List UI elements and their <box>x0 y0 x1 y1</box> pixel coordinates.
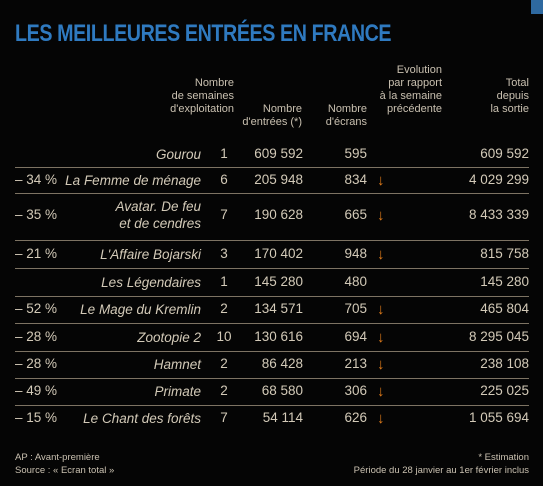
total-count: 609 592 <box>480 146 529 161</box>
entries-count: 134 571 <box>254 301 303 316</box>
film-title: La Femme de ménage <box>65 173 201 188</box>
evolution-percent: – 28 % <box>15 356 58 371</box>
weeks-count: 2 <box>220 383 228 398</box>
header-evolution: Evolution par rapport à la semaine précé… <box>379 64 442 115</box>
entries-count: 86 428 <box>261 356 303 371</box>
screens-count: 480 <box>344 274 367 289</box>
total-count: 225 025 <box>480 383 529 398</box>
table-row: Zootopie 2 10 130 616 694 ↓ – 28 % 8 295 045 <box>15 323 529 352</box>
footer-left-2: Source : « Ecran total » <box>15 465 115 476</box>
total-count: 815 758 <box>480 246 529 261</box>
screens-count: 705 <box>344 301 367 316</box>
header-weeks: Nombre de semaines d'exploitation <box>170 77 234 115</box>
weeks-count: 7 <box>220 410 228 425</box>
screens-count: 948 <box>344 246 367 261</box>
screens-count: 626 <box>344 410 367 425</box>
weeks-count: 1 <box>220 274 228 289</box>
film-title: Les Légendaires <box>101 275 201 290</box>
entries-count: 205 948 <box>254 172 303 187</box>
evolution-percent: – 15 % <box>15 410 58 425</box>
film-title: Avatar. De feu et de cendres <box>115 199 201 231</box>
table-row: Avatar. De feu et de cendres 7 190 628 665 ↓… <box>15 193 529 241</box>
table-row: Primate 2 68 580 306 ↓ – 49 % 225 025 <box>15 378 529 406</box>
weeks-count: 6 <box>220 172 228 187</box>
screens-count: 306 <box>344 383 367 398</box>
film-title: Le Mage du Kremlin <box>80 302 201 317</box>
table-row: Les Légendaires 1 145 280 480 145 280 <box>15 268 529 297</box>
total-count: 465 804 <box>480 301 529 316</box>
total-count: 8 295 045 <box>468 329 529 344</box>
footer-left-1: AP : Avant-première <box>15 452 100 463</box>
weeks-count: 3 <box>220 246 228 261</box>
weeks-count: 7 <box>220 207 228 222</box>
weeks-count: 2 <box>220 301 228 316</box>
table-row: Le Mage du Kremlin 2 134 571 705 ↓ – 52 % 465 … <box>15 296 529 324</box>
screens-count: 834 <box>344 172 367 187</box>
entries-count: 170 402 <box>254 246 303 261</box>
entries-count: 190 628 <box>254 207 303 222</box>
down-arrow-icon: ↓ <box>377 207 385 224</box>
screens-count: 595 <box>344 146 367 161</box>
evolution-percent: – 49 % <box>15 383 58 398</box>
film-title: Hamnet <box>153 357 201 372</box>
weeks-count: 1 <box>220 146 228 161</box>
weeks-count: 2 <box>220 356 228 371</box>
down-arrow-icon: ↓ <box>377 410 385 427</box>
evolution-percent: – 34 % <box>15 172 58 187</box>
down-arrow-icon: ↓ <box>377 301 385 318</box>
evolution-percent: – 35 % <box>15 207 58 222</box>
film-title: Le Chant des forêts <box>83 411 201 426</box>
screens-count: 213 <box>344 356 367 371</box>
total-count: 145 280 <box>480 274 529 289</box>
down-arrow-icon: ↓ <box>377 329 385 346</box>
down-arrow-icon: ↓ <box>377 246 385 263</box>
total-count: 8 433 339 <box>468 207 529 222</box>
total-count: 1 055 694 <box>468 410 529 425</box>
footer-right-2: Période du 28 janvier au 1er février inc… <box>353 465 529 476</box>
entries-count: 54 114 <box>262 410 303 425</box>
entries-count: 68 580 <box>261 383 303 398</box>
weeks-count: 10 <box>216 329 232 344</box>
down-arrow-icon: ↓ <box>377 172 385 189</box>
screens-count: 665 <box>344 207 367 222</box>
table-row: Gourou 1 609 592 595 609 592 <box>15 142 529 168</box>
corner-accent <box>531 0 543 14</box>
table-row: La Femme de ménage 6 205 948 834 ↓ – 34 % 4 02… <box>15 167 529 194</box>
table-row: L'Affaire Bojarski 3 170 402 948 ↓ – 21 % 815 … <box>15 240 529 269</box>
film-title: Primate <box>154 384 201 399</box>
film-title: Zootopie 2 <box>137 330 201 345</box>
film-title: Gourou <box>155 147 201 162</box>
page-title: LES MEILLEURES ENTRÉES EN FRANCE <box>15 20 392 47</box>
evolution-percent: – 28 % <box>15 329 58 344</box>
screens-count: 694 <box>344 329 367 344</box>
header-entries: Nombre d'entrées (*) <box>242 103 302 128</box>
film-title: L'Affaire Bojarski <box>100 247 201 262</box>
entries-count: 130 616 <box>254 329 303 344</box>
total-count: 238 108 <box>480 356 529 371</box>
footer-right-1: * Estimation <box>478 452 529 463</box>
total-count: 4 029 299 <box>468 172 529 187</box>
down-arrow-icon: ↓ <box>377 383 385 400</box>
header-screens: Nombre d'écrans <box>325 103 367 128</box>
down-arrow-icon: ↓ <box>377 356 385 373</box>
entries-count: 145 280 <box>254 274 303 289</box>
evolution-percent: – 52 % <box>15 301 58 316</box>
table-row: Le Chant des forêts 7 54 114 626 ↓ – 15 % 1 05… <box>15 405 529 432</box>
entries-count: 609 592 <box>254 146 303 161</box>
table-row: Hamnet 2 86 428 213 ↓ – 28 % 238 108 <box>15 351 529 379</box>
header-total: Total depuis la sortie <box>490 77 529 115</box>
evolution-percent: – 21 % <box>15 246 58 261</box>
